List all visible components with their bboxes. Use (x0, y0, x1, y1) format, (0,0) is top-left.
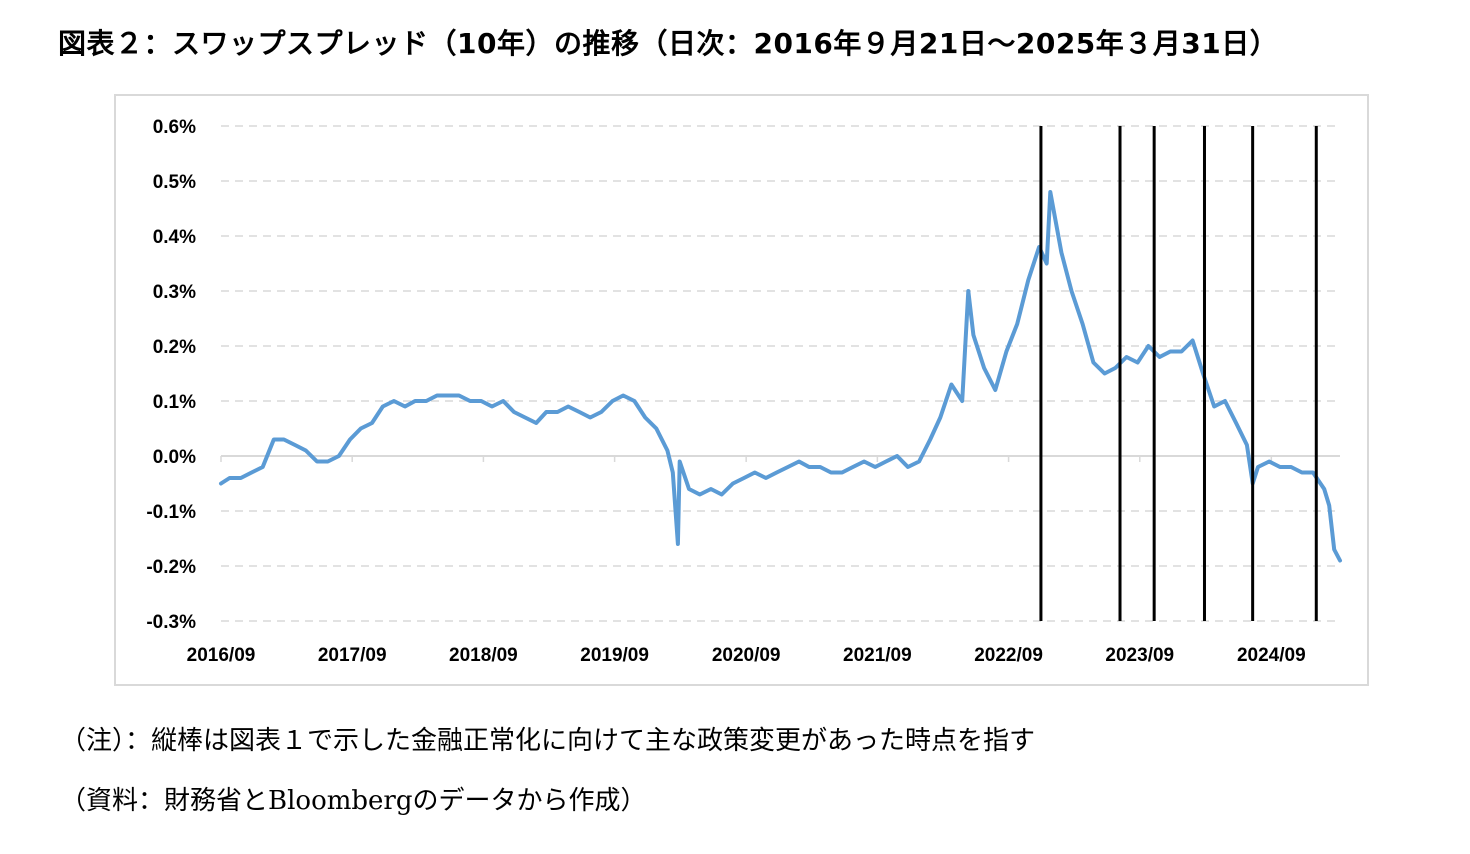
source-note: （資料：財務省とBloombergのデータから作成） (60, 786, 647, 816)
y-tick-label: -0.1% (146, 502, 196, 523)
x-tick-label: 2020/09 (712, 645, 781, 666)
x-axis-tick-labels: 2016/09 2017/09 2018/09 2019/09 2020/09 2021/… (187, 456, 1306, 666)
y-tick-label: -0.3% (146, 612, 196, 633)
y-tick-label: 0.5% (153, 172, 196, 193)
series-line (219, 190, 1342, 563)
y-tick-label: 0.1% (153, 392, 196, 413)
x-tick-label: 2024/09 (1237, 645, 1306, 666)
series-layer (219, 190, 1342, 563)
y-tick-label: 0.3% (153, 282, 196, 303)
y-tick-label: 0.4% (153, 227, 196, 248)
x-tick-label: 2016/09 (187, 645, 256, 666)
y-tick-label: 0.0% (153, 447, 196, 468)
line-chart: 0.6% 0.5% 0.4% 0.3% 0.2% 0.1% 0.0% -0.1% -0.2% -0… (146, 117, 1342, 666)
policy-change-lines (1039, 126, 1318, 621)
grid-lines (221, 125, 1340, 622)
y-tick-label: -0.2% (146, 557, 196, 578)
x-tick-label: 2018/09 (449, 645, 518, 666)
chart-frame: 0.6% 0.5% 0.4% 0.3% 0.2% 0.1% 0.0% -0.1% -0.2% -0… (114, 94, 1369, 686)
x-tick-label: 2019/09 (580, 645, 649, 666)
y-axis-tick-labels: 0.6% 0.5% 0.4% 0.3% 0.2% 0.1% 0.0% -0.1% -0.2% -0… (146, 117, 196, 633)
x-tick-label: 2017/09 (318, 645, 387, 666)
chart-note: （注）：縦棒は図表１で示した金融正常化に向けて主な政策変更があった時点を指す (60, 726, 1036, 756)
y-tick-label: 0.2% (153, 337, 196, 358)
x-tick-label: 2022/09 (974, 645, 1043, 666)
y-tick-label: 0.6% (153, 117, 196, 138)
x-tick-label: 2023/09 (1105, 645, 1174, 666)
chart-title: 図表２：スワップスプレッド（10年）の推移（日次：2016年９月21日～2025… (58, 27, 1279, 60)
x-tick-label: 2021/09 (843, 645, 912, 666)
